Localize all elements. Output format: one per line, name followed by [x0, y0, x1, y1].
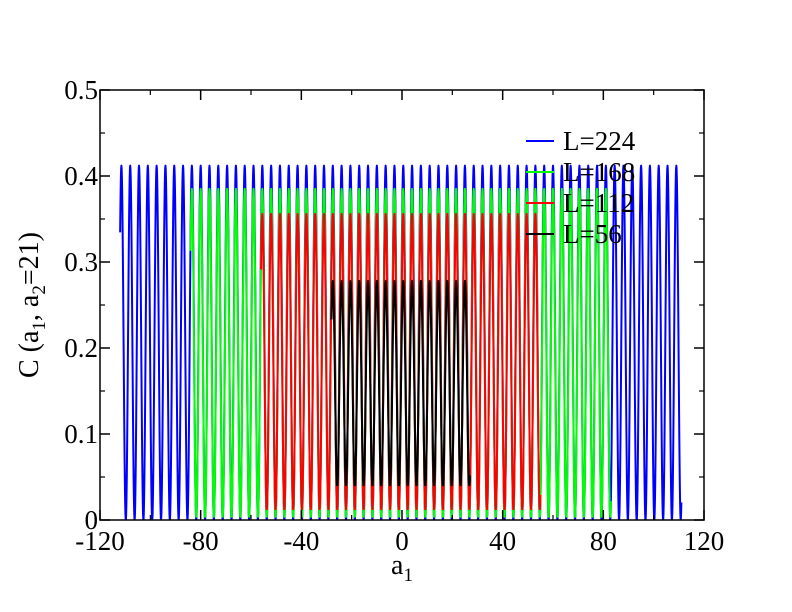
ticks-layer	[99, 89, 705, 521]
y-tick-label: 0	[85, 505, 99, 535]
x-axis-title: a1	[391, 550, 413, 586]
y-axis-title-part: =21)	[14, 232, 45, 285]
series-line-l56	[330, 279, 471, 487]
x-axis-title-subscript: 1	[403, 565, 413, 586]
legend-label-l56: L=56	[563, 219, 622, 249]
y-tick-label: 0.3	[64, 247, 98, 277]
x-tick-label: -40	[283, 526, 319, 556]
y-axis-title-part: , a	[14, 294, 45, 321]
y-axis-title: C (a1, a2=21)	[14, 232, 50, 378]
x-tick-label: 80	[590, 526, 617, 556]
y-tick-label: 0.2	[64, 333, 98, 363]
tick-labels: -120 -80 -40 0 40 80 120 0 0.1 0.2 0.3 0.4 0.5	[64, 75, 724, 556]
y-tick-label: 0.4	[64, 161, 98, 191]
x-tick-label: -120	[75, 526, 125, 556]
y-tick-label: 0.5	[64, 75, 98, 105]
y-axis-title-subscript: 2	[29, 285, 50, 295]
y-axis-title-part: C (a	[14, 330, 45, 378]
legend-label-l224: L=224	[563, 126, 636, 156]
legend-label-l112: L=112	[563, 188, 634, 218]
x-tick-label: 0	[395, 526, 409, 556]
x-tick-label: 40	[489, 526, 516, 556]
legend-label-l168: L=168	[563, 157, 635, 187]
x-tick-label: -80	[183, 526, 219, 556]
x-axis-title-main: a	[391, 550, 404, 581]
y-tick-label: 0.1	[64, 419, 98, 449]
x-tick-label: 120	[684, 526, 725, 556]
series-layer	[119, 164, 683, 521]
y-axis-title-subscript: 1	[29, 321, 50, 331]
